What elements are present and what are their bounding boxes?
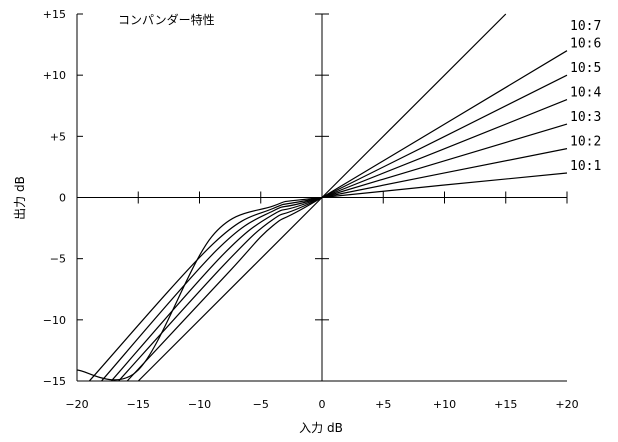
series-line-10-4 [110, 99, 568, 382]
tick-marks [76, 13, 568, 382]
x-tick-labels: −20 −15 −10 −5 0 +5 +10 +15 +20 [65, 398, 578, 411]
series-line-10-1 [76, 172, 568, 381]
x-tick-label: −5 [253, 398, 269, 411]
y-tick-labels: −15 −10 −5 0 +5 +10 +15 [43, 8, 66, 388]
y-tick-label: −10 [43, 314, 66, 327]
x-axis-title: 入力 dB [299, 421, 343, 435]
series-label: 10:1 [570, 159, 601, 174]
y-tick-label: −15 [43, 375, 66, 388]
series-label: 10:2 [570, 135, 601, 150]
series-label: 10:3 [570, 110, 601, 125]
series-label: 10:6 [570, 37, 601, 52]
x-tick-label: +5 [375, 398, 391, 411]
x-tick-label: −10 [188, 398, 211, 411]
series-line-10-3 [101, 123, 568, 382]
y-tick-label: +15 [43, 8, 66, 21]
series-line-10-7 [137, 13, 507, 382]
chart-title: コンパンダー特性 [118, 12, 215, 27]
series-line-10-5 [118, 74, 568, 382]
x-tick-label: +15 [494, 398, 517, 411]
series-lines [76, 13, 568, 382]
x-tick-label: +10 [433, 398, 456, 411]
y-tick-label: −5 [50, 253, 66, 266]
y-axis-title: 出力 dB [13, 176, 27, 220]
series-label: 10:7 [570, 19, 601, 34]
x-tick-label: −20 [65, 398, 88, 411]
y-tick-label: +5 [50, 130, 66, 143]
series-label: 10:4 [570, 86, 601, 101]
y-tick-label: +10 [43, 69, 66, 82]
series-line-10-6 [126, 50, 568, 382]
x-tick-label: 0 [319, 398, 326, 411]
series-line-10-2 [88, 148, 568, 382]
x-tick-label: −15 [127, 398, 150, 411]
x-tick-label: +20 [555, 398, 578, 411]
series-labels: 10:1 10:2 10:3 10:4 10:5 10:6 10:7 [570, 19, 601, 174]
y-tick-label: 0 [59, 192, 66, 205]
series-label: 10:5 [570, 61, 601, 76]
